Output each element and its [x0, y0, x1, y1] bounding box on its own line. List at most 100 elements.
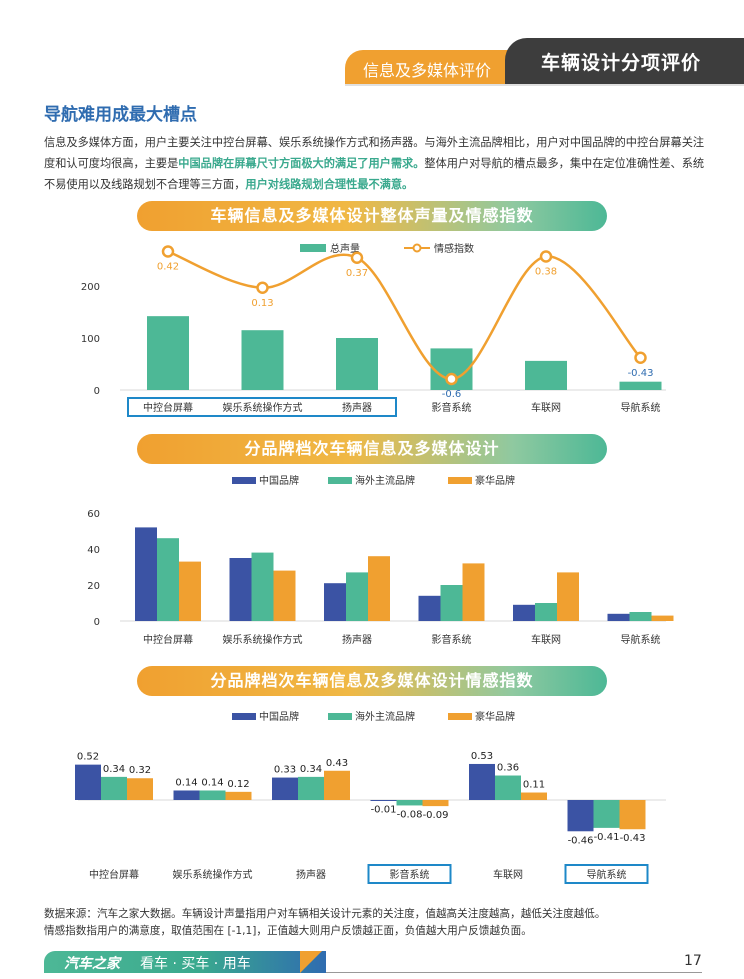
paragraph-highlight-1: 中国品牌在屏幕尺寸方面极大的满足了用户需求。 [178, 157, 425, 170]
sentiment-point [634, 351, 647, 364]
value-label: 0.43 [326, 758, 348, 769]
legend-swatch [328, 713, 352, 720]
category-highlight-box [367, 864, 452, 884]
sentiment-point [445, 372, 458, 386]
bar-china [418, 595, 441, 621]
x-tick-label: 导航系统 [621, 633, 661, 646]
legend-swatch [232, 477, 256, 484]
value-label: -0.46 [568, 835, 594, 846]
bar-china [567, 800, 594, 832]
x-tick-label: 影音系统 [390, 868, 430, 881]
bar-luxury [127, 778, 153, 800]
x-tick-label: 导航系统 [621, 401, 661, 414]
sentiment-point [256, 281, 269, 294]
x-tick-label: 娱乐系统操作方式 [223, 633, 303, 646]
sentiment-label: 0.13 [251, 298, 273, 309]
value-label: 0.34 [300, 764, 322, 775]
bar-overseas [346, 572, 368, 621]
bar-luxury [462, 563, 485, 621]
bar-overseas [440, 585, 463, 621]
chart1-volume-sentiment: 总声量 情感指数 0 100 200 中控台屏幕 娱乐系统操作方式 扬声器 影音系统 车联网 导航系… [81, 242, 666, 417]
footer-brand: 汽车之家 [64, 956, 120, 972]
y-tick-label: 0 [94, 386, 100, 397]
x-tick-label: 车联网 [493, 868, 523, 881]
chart1-title: 车辆信息及多媒体设计整体声量及情感指数 [137, 201, 607, 231]
legend-swatch [448, 713, 472, 720]
paragraph-text-2: 整体用户对导航的槽点最多，集中在定位准确性差、系统不易使用以及线路规划不合理等三… [44, 157, 705, 191]
legend-swatch-volume [300, 244, 326, 252]
legend-label: 海外主流品牌 [355, 710, 415, 723]
x-tick-label: 娱乐系统操作方式 [173, 868, 253, 881]
chart2-title: 分品牌档次车辆信息及多媒体设计 [137, 434, 607, 464]
x-tick-label: 影音系统 [432, 401, 472, 414]
bar-luxury [422, 800, 449, 807]
current-tab: 车辆设计分项评价 [505, 38, 744, 84]
y-tick-label: 100 [81, 334, 100, 345]
bar-overseas [199, 790, 226, 800]
legend-label: 豪华品牌 [475, 710, 515, 723]
bar-luxury [368, 556, 390, 621]
value-label: 0.11 [523, 780, 545, 791]
value-label: 0.14 [201, 777, 223, 788]
section-tab: 信息及多媒体评价 [345, 50, 535, 84]
bar-luxury [324, 770, 350, 800]
bar-china [607, 613, 630, 621]
legend-swatch [328, 477, 352, 484]
legend-swatch [232, 713, 256, 720]
bar-luxury [619, 800, 646, 830]
value-label: -0.08 [397, 809, 423, 820]
sentiment-point [539, 250, 553, 263]
footer-accent [300, 951, 322, 973]
chart3-title: 分品牌档次车辆信息及多媒体设计情感指数 [137, 666, 607, 696]
footer-divider [326, 972, 702, 973]
bar-china [135, 527, 157, 621]
y-tick-label: 40 [87, 545, 100, 556]
category-highlight-box [564, 864, 649, 884]
y-tick-label: 0 [94, 617, 100, 628]
x-tick-label: 中控台屏幕 [143, 401, 193, 414]
value-label: -0.41 [594, 832, 620, 843]
sentiment-point [161, 245, 175, 258]
x-tick-label: 导航系统 [587, 868, 627, 881]
bar-volume [525, 360, 567, 390]
current-tab-label: 车辆设计分项评价 [541, 52, 702, 74]
bar-luxury [179, 561, 201, 621]
category-highlight-box [127, 397, 397, 417]
bar-overseas [629, 612, 652, 621]
y-tick-label: 60 [87, 509, 100, 520]
page-number: 17 [684, 953, 702, 969]
bar-volume [147, 316, 189, 390]
footer-brand-bar: 汽车之家 看车 · 买车 · 用车 [44, 951, 326, 973]
bar-china [272, 777, 298, 800]
value-label: 0.52 [77, 752, 99, 763]
legend-marker-sentiment [412, 243, 422, 253]
legend-label: 豪华品牌 [475, 474, 515, 487]
paragraph-highlight-2: 用户对线路规划合理性最不满意。 [245, 178, 414, 191]
header-divider [345, 84, 744, 86]
legend-label: 中国品牌 [259, 474, 299, 487]
legend-label-volume: 总声量 [330, 242, 360, 255]
y-tick-label: 20 [87, 581, 100, 592]
sentiment-label: -0.6 [442, 389, 462, 400]
bar-volume [241, 330, 284, 390]
value-label: 0.36 [497, 763, 519, 774]
value-label: -0.01 [371, 805, 397, 816]
bar-luxury [521, 792, 547, 800]
y-tick-label: 200 [81, 282, 100, 293]
bar-china [75, 764, 101, 800]
value-label: 0.12 [227, 779, 249, 790]
footer-slogan: 看车 · 买车 · 用车 [140, 956, 251, 972]
value-label: -0.43 [620, 833, 646, 844]
x-tick-label: 车联网 [531, 633, 561, 646]
bar-luxury [557, 572, 579, 621]
legend-label-sentiment: 情感指数 [434, 242, 474, 255]
x-tick-label: 中控台屏幕 [143, 633, 193, 646]
bar-overseas [495, 775, 521, 800]
sentiment-label: 0.37 [346, 268, 368, 279]
x-tick-label: 扬声器 [342, 401, 372, 414]
chart3-brand-sentiment: 中国品牌 海外主流品牌 豪华品牌 0.52 0.14 0.33 -0.01 0.53 -0.46… [75, 710, 666, 884]
bar-china [370, 800, 397, 801]
bar-overseas [396, 800, 423, 806]
legend-swatch [448, 477, 472, 484]
data-source-note: 数据来源：汽车之家大数据。车辆设计声量指用户对车辆相关设计元素的关注度，值越高关… [44, 906, 724, 940]
